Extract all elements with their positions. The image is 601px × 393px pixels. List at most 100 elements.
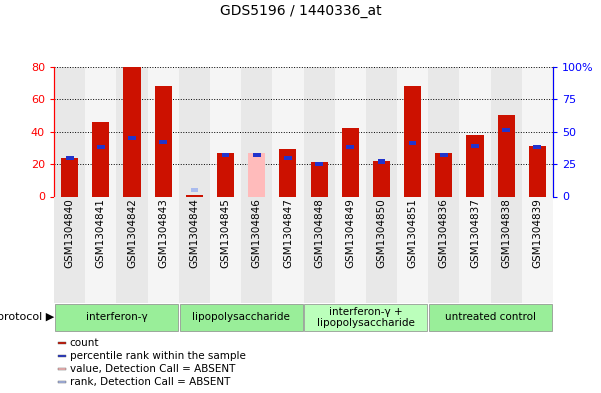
Bar [409, 141, 416, 145]
Bar [253, 153, 261, 157]
Bar [316, 162, 323, 166]
Bar [377, 160, 385, 163]
Bar [117, 196, 148, 303]
Bar [502, 129, 510, 132]
Bar [54, 196, 85, 303]
FancyBboxPatch shape [429, 304, 552, 331]
Bar [241, 196, 272, 303]
Bar [397, 67, 429, 196]
Bar [58, 342, 66, 344]
Text: percentile rank within the sample: percentile rank within the sample [70, 351, 246, 361]
Bar [128, 136, 136, 140]
Text: GSM1304841: GSM1304841 [96, 198, 106, 268]
FancyBboxPatch shape [55, 304, 178, 331]
Bar [248, 153, 265, 196]
Bar [58, 368, 66, 370]
Bar [279, 149, 296, 196]
Bar [248, 153, 265, 196]
Bar [466, 135, 484, 196]
Bar [534, 145, 541, 149]
Bar [179, 196, 210, 303]
Bar [335, 196, 366, 303]
Text: GSM1304851: GSM1304851 [407, 198, 418, 268]
Text: GSM1304845: GSM1304845 [221, 198, 231, 268]
Bar [404, 86, 421, 196]
Bar [58, 381, 66, 384]
Bar [342, 129, 359, 196]
Text: count: count [70, 338, 99, 348]
Bar [342, 129, 359, 196]
Bar [93, 122, 109, 196]
Bar [217, 153, 234, 196]
Bar [272, 196, 304, 303]
Bar [490, 67, 522, 196]
Bar [498, 116, 514, 196]
Text: GSM1304838: GSM1304838 [501, 198, 511, 268]
Bar [529, 146, 546, 196]
Bar [471, 144, 479, 148]
Text: GSM1304849: GSM1304849 [345, 198, 355, 268]
Bar [279, 149, 296, 196]
Bar [522, 67, 553, 196]
Bar [466, 135, 484, 196]
Bar [61, 158, 78, 196]
Bar [435, 153, 453, 196]
Bar [159, 140, 167, 144]
Bar [66, 156, 73, 160]
Bar [429, 67, 459, 196]
Bar [373, 161, 390, 196]
Bar [272, 67, 304, 196]
Text: GSM1304840: GSM1304840 [65, 198, 75, 268]
Bar [253, 153, 261, 157]
Text: GSM1304846: GSM1304846 [252, 198, 262, 268]
Bar [123, 67, 141, 196]
Bar [97, 145, 105, 149]
Text: rank, Detection Call = ABSENT: rank, Detection Call = ABSENT [70, 377, 230, 387]
Bar [534, 145, 541, 149]
Text: GSM1304836: GSM1304836 [439, 198, 449, 268]
Bar [148, 196, 179, 303]
Bar [366, 196, 397, 303]
Text: GSM1304837: GSM1304837 [470, 198, 480, 268]
Bar [186, 195, 203, 196]
Bar [459, 67, 490, 196]
Bar [498, 116, 514, 196]
Text: protocol ▶: protocol ▶ [0, 312, 55, 322]
Bar [123, 67, 141, 196]
Bar [502, 129, 510, 132]
Bar [179, 67, 210, 196]
FancyBboxPatch shape [305, 304, 427, 331]
Bar [311, 162, 328, 196]
Bar [85, 196, 117, 303]
Text: interferon-γ: interferon-γ [85, 312, 147, 322]
Bar [304, 67, 335, 196]
Bar [284, 156, 291, 160]
Bar [366, 67, 397, 196]
Text: GSM1304843: GSM1304843 [158, 198, 168, 268]
Bar [222, 153, 230, 157]
Bar [377, 160, 385, 163]
Bar [490, 196, 522, 303]
Bar [97, 145, 105, 149]
Bar [58, 355, 66, 357]
Bar [440, 153, 448, 157]
Bar [409, 141, 416, 145]
Bar [397, 196, 429, 303]
Text: interferon-γ +
lipopolysaccharide: interferon-γ + lipopolysaccharide [317, 307, 415, 328]
Bar [186, 195, 203, 196]
Bar [210, 196, 241, 303]
Bar [346, 145, 354, 149]
Bar [429, 196, 459, 303]
Bar [335, 67, 366, 196]
Bar [241, 67, 272, 196]
Bar [117, 67, 148, 196]
Text: untreated control: untreated control [445, 312, 536, 322]
Bar [435, 153, 453, 196]
Bar [154, 86, 172, 196]
Bar [191, 188, 198, 192]
Bar [159, 140, 167, 144]
Bar [459, 196, 490, 303]
Bar [128, 136, 136, 140]
FancyBboxPatch shape [180, 304, 302, 331]
Text: GSM1304850: GSM1304850 [376, 198, 386, 268]
